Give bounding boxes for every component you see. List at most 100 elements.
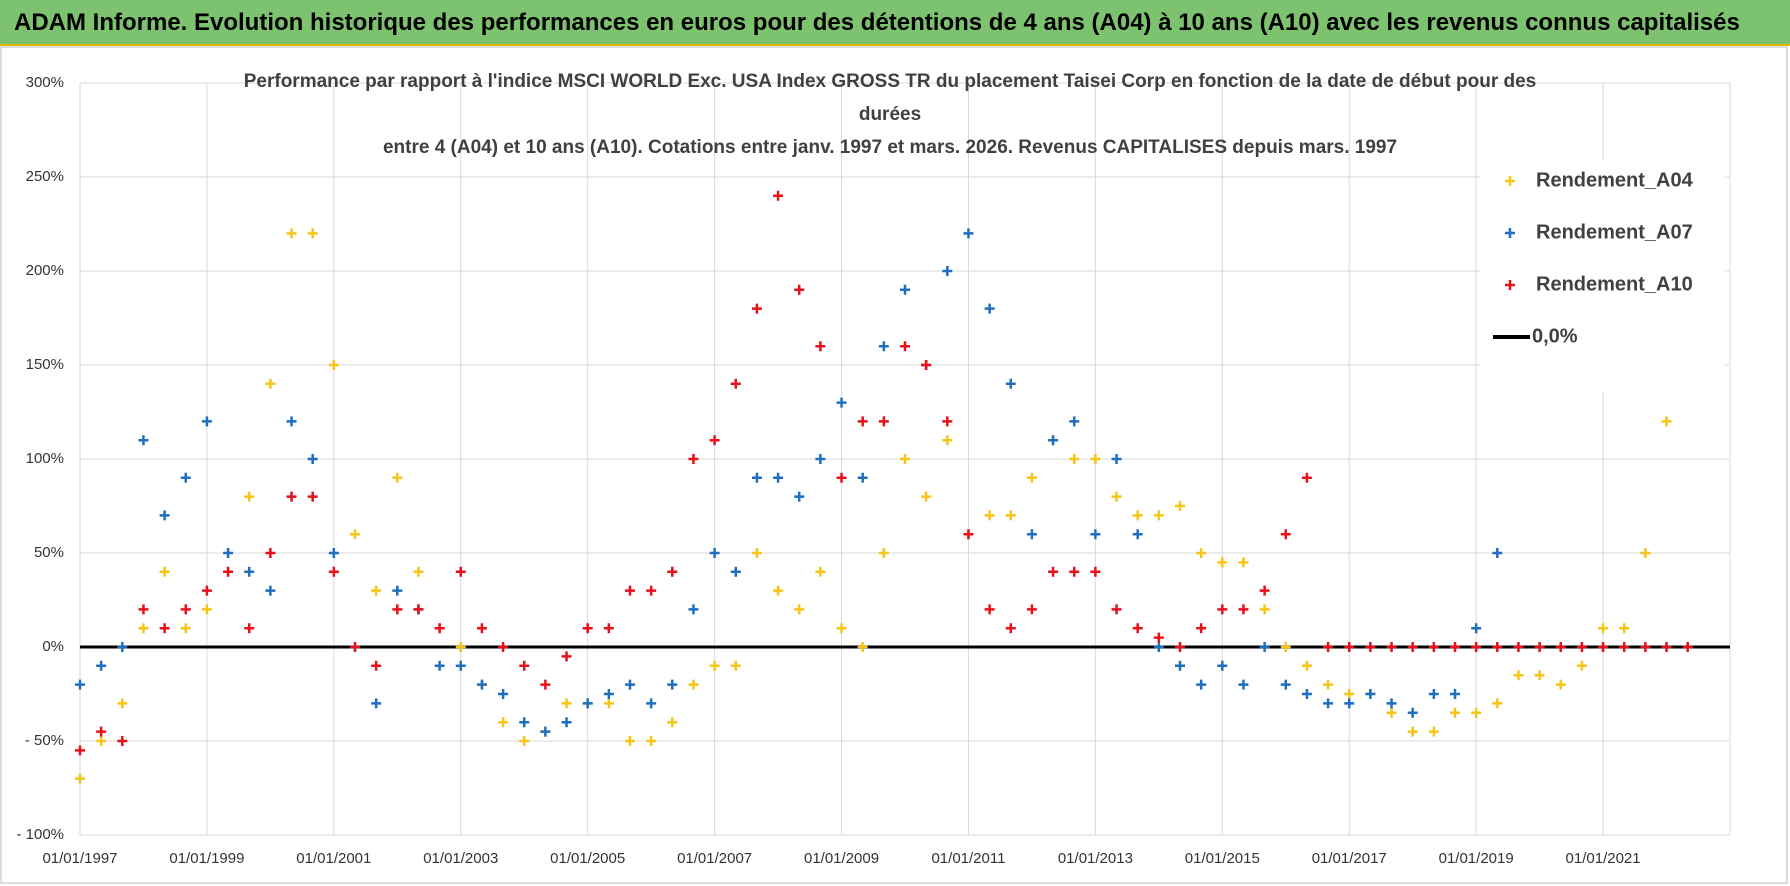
legend-label: Rendement_A07 bbox=[1536, 221, 1693, 243]
point bbox=[603, 623, 614, 634]
point bbox=[1238, 604, 1249, 615]
point bbox=[1576, 642, 1587, 652]
point bbox=[1259, 642, 1270, 652]
point bbox=[1471, 642, 1482, 652]
point bbox=[1132, 510, 1143, 521]
point bbox=[392, 585, 403, 596]
point bbox=[519, 717, 530, 728]
point bbox=[455, 660, 466, 671]
point bbox=[942, 266, 953, 276]
point bbox=[1619, 642, 1630, 652]
point bbox=[96, 736, 107, 746]
point bbox=[1471, 707, 1482, 718]
point bbox=[942, 416, 953, 427]
x-tick-label: 01/01/1997 bbox=[42, 850, 117, 867]
point bbox=[1386, 642, 1397, 652]
point bbox=[1196, 679, 1207, 690]
point bbox=[180, 623, 191, 634]
point bbox=[667, 679, 678, 690]
point bbox=[519, 736, 530, 746]
point bbox=[984, 604, 995, 615]
point bbox=[1555, 642, 1566, 652]
point bbox=[519, 660, 530, 671]
x-tick-label: 01/01/2015 bbox=[1185, 850, 1260, 867]
point bbox=[1259, 585, 1270, 596]
point bbox=[96, 660, 107, 671]
point bbox=[1471, 623, 1482, 634]
point bbox=[1386, 707, 1397, 718]
point bbox=[455, 642, 466, 652]
point bbox=[1513, 642, 1524, 652]
point bbox=[1682, 642, 1693, 652]
point bbox=[1576, 660, 1587, 671]
point bbox=[1217, 660, 1228, 671]
point bbox=[751, 303, 762, 314]
point bbox=[1301, 660, 1312, 671]
point bbox=[371, 585, 382, 596]
point bbox=[413, 566, 424, 577]
point bbox=[730, 660, 741, 671]
point bbox=[265, 585, 276, 596]
legend-swatch bbox=[1505, 280, 1515, 290]
plot-frame bbox=[79, 82, 1731, 836]
point bbox=[1407, 707, 1418, 718]
point bbox=[1661, 416, 1672, 427]
point bbox=[857, 472, 868, 483]
point bbox=[709, 660, 720, 671]
legend-label: 0,0% bbox=[1532, 325, 1578, 347]
point bbox=[1175, 642, 1185, 652]
point bbox=[244, 491, 255, 502]
point bbox=[455, 566, 466, 577]
point bbox=[1048, 435, 1059, 446]
point bbox=[307, 228, 318, 239]
point bbox=[96, 726, 107, 737]
point bbox=[1492, 698, 1503, 709]
point bbox=[561, 698, 572, 709]
x-tick-label: 01/01/2009 bbox=[804, 850, 879, 867]
x-tick-label: 01/01/2007 bbox=[677, 850, 752, 867]
point bbox=[773, 190, 784, 201]
point bbox=[1598, 623, 1609, 634]
point bbox=[561, 651, 572, 662]
point bbox=[1301, 472, 1312, 483]
point bbox=[709, 548, 720, 558]
x-tick-label: 01/01/2005 bbox=[550, 850, 625, 867]
point bbox=[1048, 566, 1059, 577]
x-tick-label: 01/01/2001 bbox=[296, 850, 371, 867]
point bbox=[561, 717, 572, 728]
point bbox=[1365, 689, 1376, 699]
series bbox=[75, 190, 1693, 756]
point bbox=[371, 698, 382, 709]
point bbox=[1026, 604, 1037, 615]
point bbox=[307, 454, 318, 464]
point bbox=[603, 689, 614, 699]
point bbox=[773, 472, 784, 483]
point bbox=[1365, 642, 1376, 652]
x-tick-label: 01/01/2017 bbox=[1312, 850, 1387, 867]
point bbox=[1217, 604, 1228, 615]
x-tick-label: 01/01/2011 bbox=[931, 850, 1005, 867]
point bbox=[223, 548, 234, 558]
point bbox=[1196, 623, 1207, 634]
point bbox=[371, 660, 382, 671]
point bbox=[709, 435, 720, 446]
point bbox=[688, 604, 699, 615]
point bbox=[984, 303, 995, 314]
point bbox=[328, 566, 339, 577]
point bbox=[138, 435, 149, 446]
chart-title: Performance par rapport à l'indice MSCI … bbox=[244, 71, 1537, 92]
legend-swatch bbox=[1505, 228, 1515, 238]
point bbox=[836, 472, 847, 483]
point bbox=[1386, 698, 1397, 709]
point bbox=[138, 623, 149, 634]
point bbox=[1428, 642, 1439, 652]
series bbox=[75, 228, 1503, 737]
point bbox=[244, 623, 255, 634]
point bbox=[1132, 623, 1143, 634]
point bbox=[1492, 642, 1503, 652]
point bbox=[1534, 642, 1545, 652]
point bbox=[265, 548, 276, 558]
point bbox=[1555, 679, 1566, 690]
chart-title: durées bbox=[859, 104, 921, 125]
y-tick-label: 150% bbox=[26, 356, 64, 373]
